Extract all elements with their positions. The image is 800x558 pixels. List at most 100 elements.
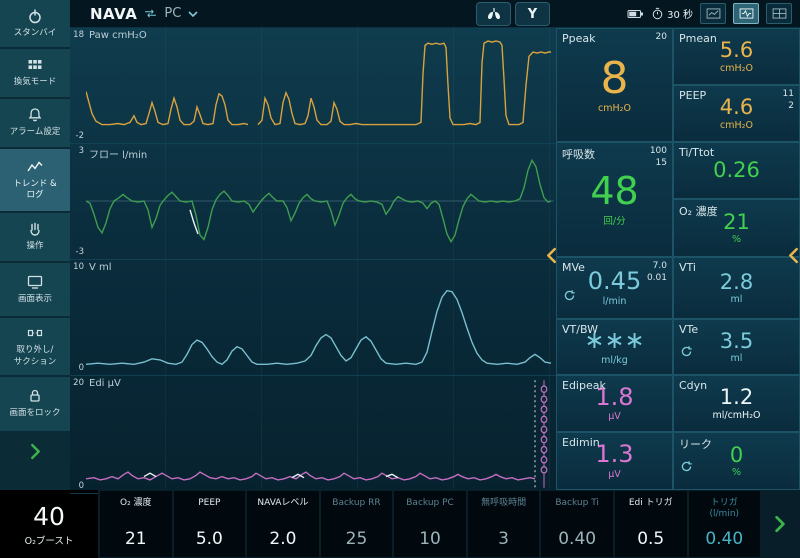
sidebar-item-operation[interactable]: 操作 xyxy=(0,213,70,261)
panel-vt-bw[interactable]: VT/BW ∗∗∗ ml/kg xyxy=(556,319,673,375)
measurement-name: VTi xyxy=(679,261,696,274)
setting-value: 0.40 xyxy=(558,529,597,549)
sidebar-item-label: 換気モード xyxy=(13,77,57,88)
setting-backup-pc[interactable]: Backup PC 10 xyxy=(394,491,466,557)
panel-vti[interactable]: VTi 2.8 ml xyxy=(673,257,800,319)
chart-paw[interactable]: 18 Paw cmH₂O -2 xyxy=(70,28,556,144)
y-axis-max: 10 xyxy=(73,262,84,272)
panel-peep[interactable]: PEEP 11 2 4.6 cmH₂O xyxy=(673,85,800,142)
patient-category-badge[interactable]: Y xyxy=(515,2,550,26)
edge-collapse-handle[interactable] xyxy=(787,240,800,270)
panel-o2-concentration[interactable]: O₂ 濃度 21 % xyxy=(673,199,800,257)
setting-value: 10 xyxy=(419,529,441,549)
measurement-value: 48 xyxy=(590,169,639,214)
panel-ti-ttot[interactable]: Ti/Ttot 0.26 xyxy=(673,142,800,199)
setting-label: 無呼吸時間 xyxy=(481,498,527,508)
lungs-badge[interactable] xyxy=(476,2,511,26)
panel-edi-min[interactable]: Edimin 1.3 µV xyxy=(556,432,673,490)
panel-edi-peak[interactable]: Edipeak 1.8 µV xyxy=(556,375,673,432)
sidebar-item-label: アラーム設定 xyxy=(9,127,61,138)
chart-volume[interactable]: 10 V ml 0 xyxy=(70,260,556,376)
settings-more-button[interactable] xyxy=(762,491,798,557)
panel-leak[interactable]: リーク 0 % xyxy=(673,432,800,490)
measurement-name: MVe xyxy=(562,261,585,274)
disconnect-icon xyxy=(27,330,43,337)
sidebar-item-label: トレンド & ログ xyxy=(13,178,57,200)
chevron-right-icon xyxy=(775,515,785,533)
panel-pmean[interactable]: Pmean 5.6 cmH₂O xyxy=(673,28,800,85)
measurement-value: 5.6 xyxy=(719,38,754,63)
measurement-unit: ml xyxy=(730,353,743,365)
measurement-unit: µV xyxy=(608,411,621,423)
sidebar-item-label: 取り外し/ サクション xyxy=(13,345,57,367)
alarm-limits: 11 2 xyxy=(782,89,794,111)
timer-icon xyxy=(652,7,663,20)
timer-label: 30 秒 xyxy=(667,10,693,21)
measurement-name: 呼吸数 xyxy=(562,148,595,161)
setting-backup-rr[interactable]: Backup RR 25 xyxy=(320,491,393,557)
mode-secondary-label: PC xyxy=(164,6,182,21)
measurement-value: 4.6 xyxy=(719,95,754,120)
setting-backup-ti[interactable]: Backup Ti 0.40 xyxy=(541,491,613,557)
chart-edi[interactable]: 20 Edi µV 0 xyxy=(70,376,556,494)
sidebar-item-screen-display[interactable]: 画面表示 xyxy=(0,263,70,316)
timer-30s-button[interactable]: 30 秒 xyxy=(651,6,693,21)
chevron-left-icon xyxy=(547,247,556,263)
measured-values-panel: Ppeak 20 8 cmH₂O 呼吸数 100 15 48 回/分 MVe 7.… xyxy=(556,28,800,490)
loop-icon xyxy=(680,458,693,477)
patient-category-label: Y xyxy=(527,6,538,22)
panel-collapse-handle[interactable] xyxy=(545,240,558,270)
sidebar-item-lock-screen[interactable]: 画面をロック xyxy=(0,377,70,431)
measurement-unit: ml xyxy=(730,294,743,306)
panel-resp-rate[interactable]: 呼吸数 100 15 48 回/分 xyxy=(556,142,673,257)
measurement-value: 1.8 xyxy=(595,382,634,411)
sidebar-item-trends-log[interactable]: トレンド & ログ xyxy=(0,149,70,211)
o2-boost-label: O₂ブースト xyxy=(24,535,74,547)
sidebar-item-disconnect-suction[interactable]: 取り外し/ サクション xyxy=(0,318,70,375)
measurement-unit: cmH₂O xyxy=(598,103,631,115)
setting-label: トリガ (l/min) xyxy=(709,498,740,520)
measurement-name: Cdyn xyxy=(679,379,708,392)
sidebar-item-vent-mode[interactable]: 換気モード xyxy=(0,49,70,97)
setting-edi-trigger[interactable]: Edi トリガ 0.5 xyxy=(614,491,687,557)
chart-flow[interactable]: 3 フロー l/min -3 xyxy=(70,144,556,260)
status-badges: Y xyxy=(476,2,550,26)
o2-boost-button[interactable]: 40 O₂ブースト xyxy=(0,490,98,558)
measurement-unit: ml/cmH₂O xyxy=(712,409,761,421)
sidebar-expand-button[interactable] xyxy=(24,440,46,462)
measurement-value: ∗∗∗ xyxy=(584,326,645,355)
setting-apnea-time[interactable]: 無呼吸時間 3 xyxy=(467,491,540,557)
setting-value: 0.5 xyxy=(637,529,665,549)
flow-waveform-plot xyxy=(86,146,554,256)
setting-nava-level[interactable]: NAVAレベル 2.0 xyxy=(247,491,319,557)
mode-primary-label: NAVA xyxy=(90,4,138,23)
setting-label: Backup RR xyxy=(332,498,381,508)
panel-cdyn[interactable]: Cdyn 1.2 ml/cmH₂O xyxy=(673,375,800,432)
measurement-name: Edipeak xyxy=(562,379,606,392)
setting-label: NAVAレベル xyxy=(257,498,309,508)
setting-value: 2.0 xyxy=(269,529,297,549)
view-toggle-values[interactable] xyxy=(766,3,792,24)
measurement-value: 0.45 xyxy=(587,267,642,296)
panel-ppeak[interactable]: Ppeak 20 8 cmH₂O xyxy=(556,28,673,142)
setting-label: Backup PC xyxy=(406,498,454,508)
view-toggle-trends[interactable] xyxy=(700,3,726,24)
battery-icon xyxy=(627,9,644,18)
mode-selector[interactable]: NAVA PC xyxy=(90,5,198,23)
sidebar-item-alarm-settings[interactable]: アラーム設定 xyxy=(0,99,70,147)
sidebar-item-standby[interactable]: スタンバイ xyxy=(0,0,70,47)
measurement-value: 0.26 xyxy=(713,157,760,182)
measurement-name: VT/BW xyxy=(562,323,598,336)
setting-flow-trigger[interactable]: トリガ (l/min) 0.40 xyxy=(688,491,761,557)
setting-label: O₂ 濃度 xyxy=(120,498,152,508)
view-toggle-waveforms[interactable] xyxy=(733,3,759,24)
panel-vte[interactable]: VTe 3.5 ml xyxy=(673,319,800,375)
chevron-right-icon xyxy=(30,443,40,459)
setting-peep[interactable]: PEEP 5.0 xyxy=(173,491,246,557)
measurement-unit: µV xyxy=(608,468,621,480)
settings-bar: O₂ 濃度 21 PEEP 5.0 NAVAレベル 2.0 Backup RR … xyxy=(98,490,800,558)
measurement-name: Ppeak xyxy=(562,32,596,45)
alarm-bell-icon xyxy=(28,108,42,122)
setting-o2-concentration[interactable]: O₂ 濃度 21 xyxy=(100,491,172,557)
panel-mve[interactable]: MVe 7.0 0.01 0.45 l/min xyxy=(556,257,673,319)
